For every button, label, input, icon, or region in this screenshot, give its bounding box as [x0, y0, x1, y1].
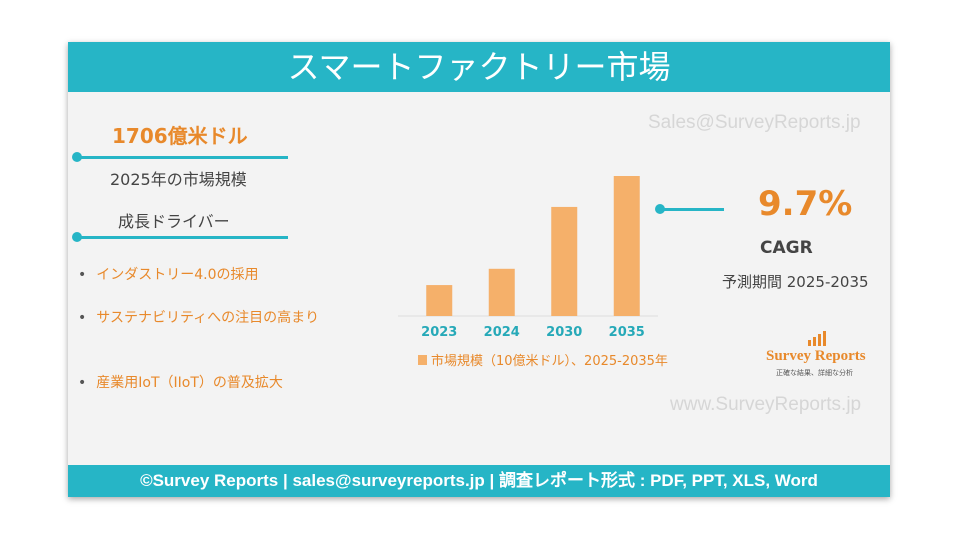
bar — [551, 206, 578, 316]
watermark: Sales@SurveyReports.jp — [648, 112, 861, 133]
logo-tagline: 正確な結果、詳細な分析 — [776, 369, 853, 377]
watermark: www.SurveyReports.jp — [670, 394, 862, 415]
driver: インダストリー4.0の採用 — [78, 264, 258, 284]
cagr-label: CAGR — [760, 238, 813, 258]
x-tick-label: 2024 — [484, 325, 520, 340]
bar — [426, 285, 453, 316]
legend-label: 市場規模（10億米ドル）、2025-2035年 — [431, 353, 668, 369]
drivers-title: 成長ドライバー — [118, 212, 230, 231]
x-tick-label: 2035 — [609, 325, 645, 340]
driver: サステナビリティへの注目の高まり — [78, 304, 328, 332]
period: 予測期間 2025-2035 — [722, 273, 869, 291]
card: スマートファクトリー市場 Sales@SurveyReports.jp www.… — [68, 42, 890, 497]
rule — [660, 208, 724, 211]
footer: ©Survey Reports | sales@surveyreports.jp… — [68, 465, 890, 497]
rule — [76, 156, 288, 159]
market-size: 1706億米ドル — [112, 124, 248, 148]
cagr: 9.7% — [758, 184, 853, 224]
bar — [488, 268, 515, 316]
legend-swatch — [418, 355, 427, 365]
bar — [613, 176, 640, 316]
driver: 産業用IoT（IIoT）の普及拡大 — [78, 372, 283, 392]
chart: 2023 2024 2030 2035 市場規模（10億米ドル）、2025-2035年 — [398, 176, 668, 369]
x-tick-label: 2030 — [546, 325, 582, 340]
logo-icon — [808, 331, 826, 346]
x-tick-label: 2023 — [421, 325, 457, 340]
rule — [76, 236, 288, 239]
logo-name: Survey Reports — [766, 348, 866, 364]
title: スマートファクトリー市場 — [68, 42, 890, 92]
market-size-label: 2025年の市場規模 — [110, 170, 247, 189]
